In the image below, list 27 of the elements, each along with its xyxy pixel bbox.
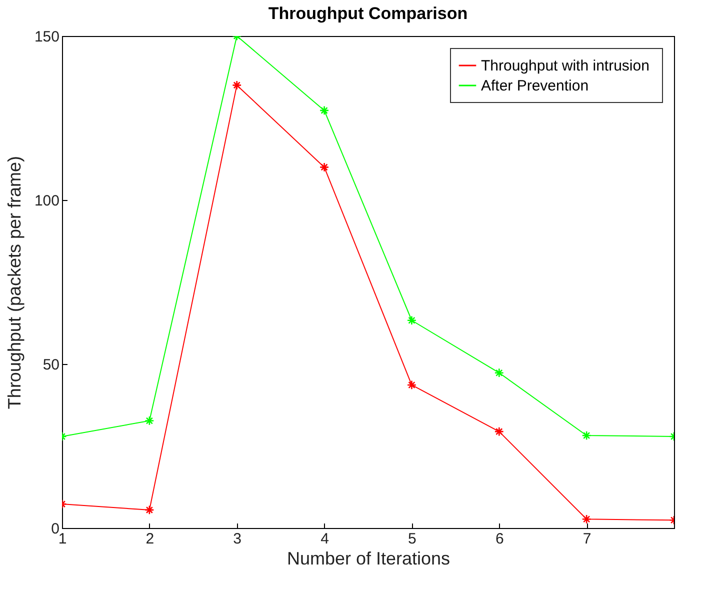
point xyxy=(406,316,417,326)
y-tick-label: 100 xyxy=(34,192,60,210)
x-axis-title: Number of Iterations xyxy=(286,548,450,568)
chart-title: Throughput Comparison xyxy=(268,4,468,23)
y-tick-label: 150 xyxy=(34,28,60,46)
point xyxy=(319,162,330,172)
point xyxy=(582,430,592,440)
point xyxy=(144,416,154,426)
point xyxy=(319,106,330,116)
y-tick-label: 50 xyxy=(42,356,60,374)
x-tick-label: 3 xyxy=(233,530,242,548)
legend-label: Throughput with intrusion xyxy=(481,58,650,74)
point xyxy=(144,505,154,515)
x-tick-label: 6 xyxy=(495,530,504,548)
point xyxy=(494,426,504,436)
x-tick-label: 1 xyxy=(58,530,67,548)
x-tick-label: 5 xyxy=(408,530,416,548)
y-tick-label: 0 xyxy=(51,520,60,538)
x-tick-label: 7 xyxy=(582,530,592,548)
x-tick-label: 2 xyxy=(146,530,154,548)
legend-label: After Prevention xyxy=(481,78,589,94)
point xyxy=(406,380,417,390)
y-axis-title: Throughput (packets per frame) xyxy=(4,156,24,410)
point xyxy=(582,514,592,524)
point xyxy=(232,80,242,90)
x-tick-label: 4 xyxy=(320,530,329,548)
point xyxy=(494,368,504,378)
